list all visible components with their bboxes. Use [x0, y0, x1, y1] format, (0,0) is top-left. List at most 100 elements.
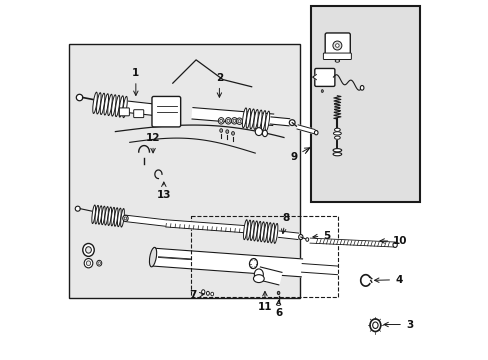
Ellipse shape	[253, 221, 257, 241]
Ellipse shape	[206, 291, 209, 295]
Ellipse shape	[332, 149, 341, 152]
Ellipse shape	[238, 120, 241, 123]
Ellipse shape	[119, 96, 123, 117]
Ellipse shape	[225, 130, 228, 134]
FancyBboxPatch shape	[152, 96, 180, 127]
Ellipse shape	[260, 222, 264, 242]
Text: 10: 10	[379, 236, 407, 246]
Polygon shape	[309, 238, 394, 247]
Ellipse shape	[335, 44, 339, 47]
Polygon shape	[192, 108, 273, 126]
FancyBboxPatch shape	[323, 53, 351, 59]
Ellipse shape	[253, 109, 258, 129]
Ellipse shape	[84, 258, 93, 268]
Text: 9: 9	[290, 148, 308, 162]
Ellipse shape	[236, 118, 242, 125]
Ellipse shape	[334, 128, 340, 131]
FancyBboxPatch shape	[119, 108, 129, 116]
Ellipse shape	[114, 208, 118, 226]
Polygon shape	[152, 248, 302, 277]
FancyBboxPatch shape	[325, 33, 349, 58]
Text: 4: 4	[374, 275, 402, 285]
Ellipse shape	[122, 96, 127, 118]
Polygon shape	[301, 264, 337, 275]
Ellipse shape	[111, 95, 116, 116]
Ellipse shape	[97, 260, 102, 266]
Ellipse shape	[108, 207, 111, 225]
Ellipse shape	[289, 120, 294, 126]
Text: 3: 3	[383, 320, 412, 329]
Ellipse shape	[149, 247, 156, 267]
Ellipse shape	[219, 129, 222, 132]
Ellipse shape	[95, 206, 99, 224]
Text: 11: 11	[257, 292, 272, 312]
Ellipse shape	[321, 90, 323, 93]
Ellipse shape	[298, 234, 303, 239]
Text: 13: 13	[156, 182, 171, 201]
Polygon shape	[257, 267, 282, 285]
FancyBboxPatch shape	[133, 110, 143, 118]
Ellipse shape	[111, 207, 115, 226]
Ellipse shape	[332, 41, 341, 50]
Polygon shape	[127, 101, 161, 116]
Ellipse shape	[122, 215, 128, 221]
Ellipse shape	[233, 119, 235, 122]
Ellipse shape	[261, 111, 265, 130]
Ellipse shape	[107, 94, 112, 116]
Ellipse shape	[305, 238, 308, 241]
Ellipse shape	[276, 303, 280, 306]
Polygon shape	[166, 220, 244, 233]
Polygon shape	[296, 125, 314, 134]
Ellipse shape	[360, 86, 363, 90]
Ellipse shape	[263, 222, 267, 242]
Ellipse shape	[104, 94, 108, 115]
Ellipse shape	[257, 221, 261, 241]
Ellipse shape	[96, 93, 101, 114]
Ellipse shape	[75, 206, 80, 211]
Ellipse shape	[231, 118, 237, 124]
Ellipse shape	[124, 217, 126, 220]
Ellipse shape	[369, 319, 380, 332]
Ellipse shape	[314, 131, 317, 135]
Ellipse shape	[210, 292, 213, 296]
Ellipse shape	[262, 130, 267, 136]
Ellipse shape	[266, 222, 270, 243]
Bar	[310, 6, 419, 202]
Ellipse shape	[86, 261, 90, 266]
Text: 7: 7	[188, 291, 203, 301]
Ellipse shape	[372, 322, 377, 328]
Ellipse shape	[273, 224, 277, 243]
Ellipse shape	[264, 111, 269, 131]
Ellipse shape	[225, 118, 231, 124]
Ellipse shape	[245, 108, 250, 129]
Ellipse shape	[98, 262, 101, 265]
Ellipse shape	[219, 119, 222, 122]
Ellipse shape	[257, 110, 262, 130]
Ellipse shape	[243, 220, 247, 240]
Ellipse shape	[82, 243, 94, 256]
Text: 12: 12	[145, 133, 160, 153]
Ellipse shape	[392, 242, 396, 247]
Text: 5: 5	[312, 231, 330, 240]
Ellipse shape	[249, 258, 257, 269]
Ellipse shape	[254, 269, 263, 280]
Ellipse shape	[334, 136, 340, 139]
Ellipse shape	[93, 92, 97, 113]
Ellipse shape	[226, 119, 229, 122]
Polygon shape	[278, 231, 298, 239]
Polygon shape	[69, 44, 300, 298]
Ellipse shape	[231, 132, 234, 135]
FancyBboxPatch shape	[314, 68, 334, 86]
Ellipse shape	[246, 220, 250, 240]
Text: 1: 1	[132, 68, 139, 95]
Ellipse shape	[277, 291, 279, 294]
Polygon shape	[125, 215, 165, 226]
Ellipse shape	[335, 60, 339, 62]
Ellipse shape	[242, 108, 246, 128]
Ellipse shape	[250, 221, 254, 240]
Ellipse shape	[101, 206, 105, 225]
Text: 6: 6	[274, 300, 282, 318]
Text: 8: 8	[281, 213, 289, 234]
Ellipse shape	[332, 153, 341, 156]
Polygon shape	[270, 117, 289, 126]
